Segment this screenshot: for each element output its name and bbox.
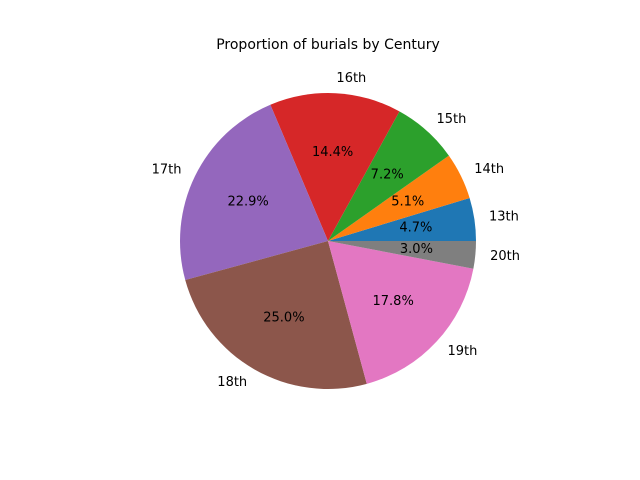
pct-label-20th: 3.0% (400, 242, 433, 257)
slice-label-16th: 16th (336, 71, 366, 86)
pie-slice-16th (270, 92, 400, 241)
chart-title: Proportion of burials by Century (216, 37, 440, 53)
pct-label-16th: 14.4% (312, 145, 353, 160)
pie-labels: 4.7% 13th 5.1% 14th 7.2% 15th 14.4% 16th 22.9% 17… (152, 71, 520, 390)
pct-label-13th: 4.7% (399, 220, 432, 235)
slice-label-15th: 15th (437, 112, 467, 127)
pie-slice-17th (180, 104, 328, 281)
pie-slice-19th (328, 241, 474, 384)
pct-label-18th: 25.0% (263, 311, 304, 326)
pct-label-19th: 17.8% (373, 294, 414, 309)
slice-label-17th: 17th (152, 162, 182, 177)
pie-slices (180, 92, 476, 390)
pie-slice-13th (328, 197, 476, 241)
pct-label-15th: 7.2% (371, 167, 404, 182)
slice-label-20th: 20th (490, 249, 520, 264)
pie-slice-15th (328, 111, 449, 241)
slice-label-18th: 18th (217, 375, 247, 390)
pie-slice-14th (328, 155, 470, 241)
pie-slice-20th (328, 241, 476, 269)
pie-slice-18th (185, 241, 367, 390)
pct-label-17th: 22.9% (227, 195, 268, 210)
slice-label-19th: 19th (447, 344, 477, 359)
slice-label-14th: 14th (474, 162, 504, 177)
slice-label-13th: 13th (489, 210, 519, 225)
pct-label-14th: 5.1% (391, 194, 424, 209)
